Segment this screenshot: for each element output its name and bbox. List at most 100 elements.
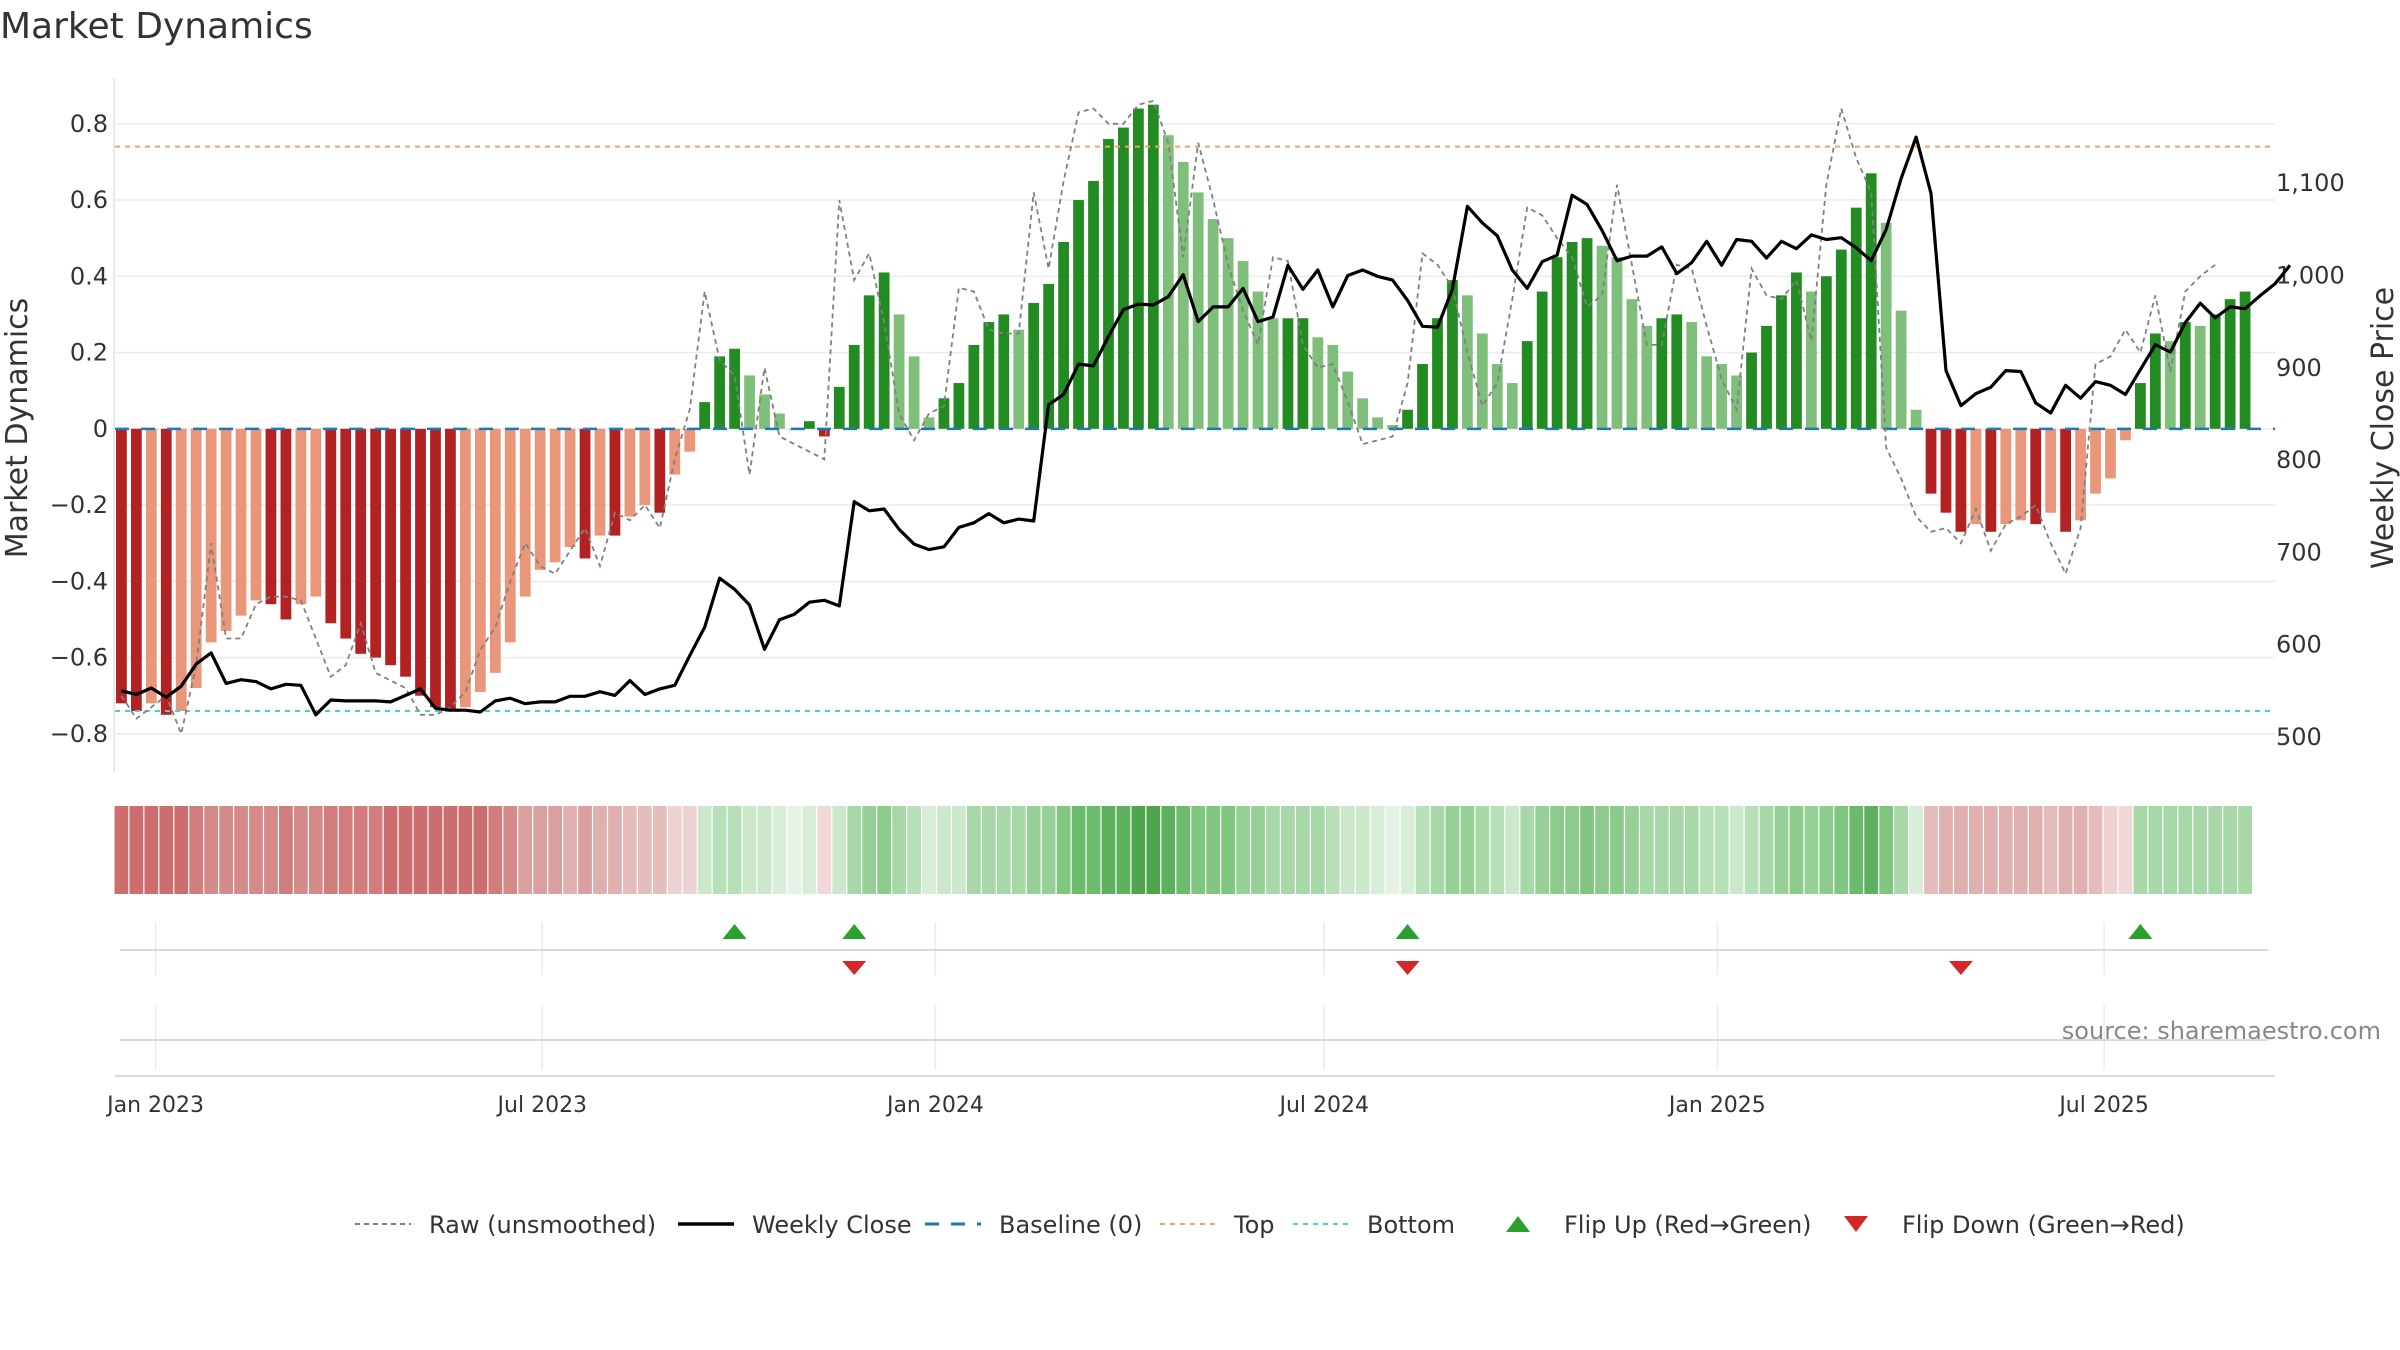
dynamics-bar — [1955, 428, 1967, 532]
dynamics-bar — [594, 428, 606, 536]
dynamics-bar — [519, 428, 531, 597]
y-tick-label: −0.8 — [50, 720, 108, 748]
dynamics-bar — [1835, 249, 1847, 429]
sentiment-cell — [1131, 806, 1146, 894]
sentiment-cell — [473, 806, 488, 894]
dynamics-bar — [2060, 428, 2072, 532]
y-tick-label: −0.4 — [50, 567, 108, 595]
dynamics-bar — [1447, 280, 1458, 429]
sentiment-cell — [1625, 806, 1639, 894]
main-panel: −0.8 −0.6 −0.4 −0.2 0 0.2 0.4 0.6 0.8 500 600 700 80… — [50, 78, 2345, 772]
sentiment-cell — [1445, 806, 1460, 894]
sentiment-cell — [1340, 806, 1355, 894]
sentiment-cell — [1415, 806, 1430, 894]
date-tick-label: Jan 2025 — [1667, 1093, 1766, 1118]
sentiment-cell — [2163, 806, 2178, 894]
sentiment-cell — [1325, 806, 1340, 894]
legend-item: Baseline (0) — [925, 1211, 1142, 1239]
sentiment-cell — [1281, 806, 1295, 894]
dynamics-bar — [235, 428, 247, 616]
sentiment-cell — [1595, 806, 1609, 894]
dynamics-bar — [1357, 398, 1369, 429]
sentiment-cell — [518, 806, 533, 894]
dynamics-bar — [1596, 245, 1608, 429]
sentiment-cell — [1355, 806, 1370, 894]
sentiment-cell — [2148, 806, 2163, 894]
sentiment-cell — [174, 806, 189, 894]
source-note: source: sharemaestro.com — [2062, 1017, 2381, 1045]
date-tick-label: Jul 2025 — [2057, 1093, 2149, 1118]
date-tick-label: Jul 2024 — [1277, 1093, 1369, 1118]
sentiment-cell — [1086, 806, 1101, 894]
sentiment-cell — [1774, 806, 1789, 894]
sentiment-cell — [1505, 806, 1520, 894]
sentiment-cell — [144, 806, 159, 894]
dynamics-bar — [863, 295, 875, 429]
y-tick-label: −0.2 — [50, 491, 108, 519]
dynamics-bar — [265, 428, 277, 605]
dynamics-bar — [564, 428, 576, 548]
sentiment-cell — [1639, 806, 1654, 894]
dynamics-bar — [310, 428, 322, 597]
dynamics-bar — [1207, 219, 1219, 429]
sentiment-cell — [578, 806, 592, 894]
sentiment-cell — [922, 806, 936, 894]
dynamics-bar — [1132, 108, 1144, 429]
dynamics-bar — [504, 428, 516, 643]
dynamics-bar — [1192, 192, 1204, 429]
dynamics-bar — [1895, 310, 1907, 429]
dynamics-bar — [639, 428, 651, 506]
dynamics-bar — [370, 428, 382, 658]
sentiment-cell — [1026, 806, 1041, 894]
dynamics-bar — [1970, 428, 1982, 525]
sentiment-cell — [1729, 806, 1744, 894]
sentiment-cell — [1834, 806, 1849, 894]
y2-tick-label: 700 — [2276, 538, 2322, 566]
sentiment-cell — [1116, 806, 1131, 894]
legend-item: Flip Up (Red→Green) — [1506, 1211, 1812, 1239]
dynamics-bar — [1118, 127, 1129, 429]
sentiment-cell — [368, 806, 383, 894]
dynamics-bar — [968, 344, 980, 429]
dynamics-bar — [1237, 261, 1249, 429]
sentiment-cell — [1894, 806, 1908, 894]
date-tick-label: Jan 2023 — [105, 1093, 204, 1118]
dynamics-bar — [744, 375, 755, 429]
legend-swatch — [1506, 1216, 1530, 1232]
dynamics-bar — [2194, 325, 2206, 429]
sentiment-cell — [1206, 806, 1221, 894]
y-tick-label: 0 — [93, 415, 108, 443]
sentiment-cell — [1430, 806, 1445, 894]
dynamics-bar — [908, 356, 920, 429]
dynamics-bar — [1761, 325, 1772, 429]
legend-item: Bottom — [1293, 1211, 1455, 1239]
sentiment-cell — [1011, 806, 1026, 894]
dynamics-bar — [1267, 318, 1279, 429]
legend-label: Flip Up (Red→Green) — [1564, 1211, 1812, 1239]
sentiment-cell — [862, 806, 877, 894]
dynamics-bar — [1581, 238, 1593, 429]
dynamics-bar — [654, 428, 666, 513]
dynamics-bar — [1402, 409, 1413, 429]
dynamics-bar — [699, 402, 711, 429]
sentiment-cell — [488, 806, 503, 894]
dynamics-bar — [684, 428, 696, 452]
dynamics-bar — [953, 383, 965, 429]
dynamics-bar — [893, 314, 905, 429]
y-tick-label: 0.4 — [70, 262, 108, 290]
sentiment-cell — [2013, 806, 2028, 894]
dynamics-bar — [1028, 302, 1040, 429]
sentiment-cell — [1580, 806, 1594, 894]
y2-tick-label: 1,000 — [2276, 261, 2345, 289]
dynamics-bar — [714, 356, 726, 429]
dynamics-bar — [1716, 363, 1728, 429]
weekly-close-line — [121, 135, 2292, 717]
sentiment-cell — [383, 806, 398, 894]
chart-title: Market Dynamics — [0, 6, 313, 47]
dynamics-bar — [998, 314, 1010, 429]
dynamics-bar — [1865, 173, 1877, 429]
dynamics-bar — [759, 394, 770, 429]
sentiment-cell — [937, 806, 951, 894]
sentiment-cell — [1714, 806, 1729, 894]
sentiment-cell — [2028, 806, 2043, 894]
